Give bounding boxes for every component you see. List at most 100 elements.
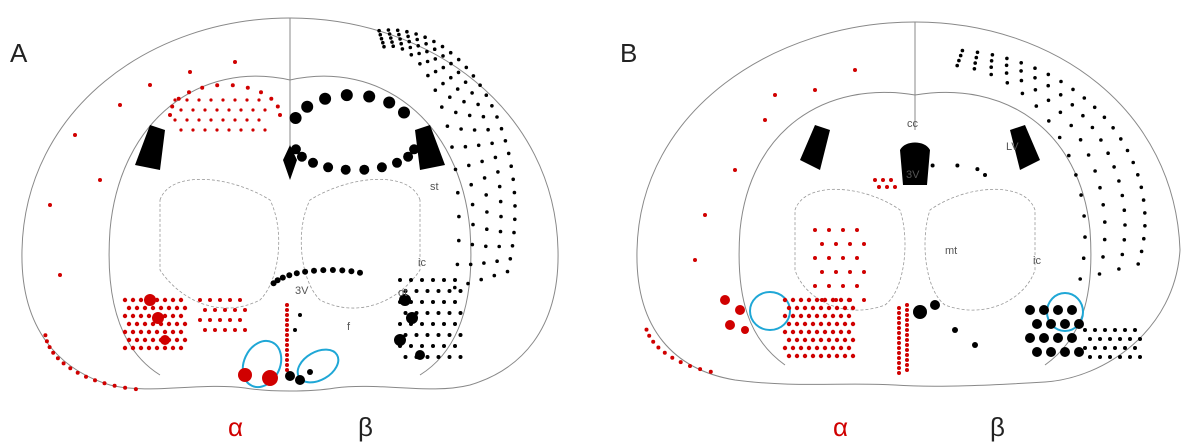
cell-dot [163, 346, 167, 350]
cell-dot [127, 338, 131, 342]
cell-dot [453, 344, 457, 348]
cell-dot [1074, 347, 1084, 357]
cell-dot [239, 128, 242, 131]
cell-dot [434, 70, 438, 74]
cell-dot [311, 268, 317, 274]
cell-dot [188, 70, 192, 74]
cell-dot [239, 108, 242, 111]
cell-dot [815, 298, 819, 302]
cell-dot [84, 375, 88, 379]
region-label: ic [418, 257, 426, 269]
cell-dot [398, 278, 402, 282]
cell-dot [48, 203, 52, 207]
cell-dot [1047, 99, 1051, 103]
cell-dot [862, 270, 866, 274]
cell-dot [437, 311, 441, 315]
cell-dot [897, 306, 901, 310]
cell-dot [1101, 203, 1105, 207]
cell-dot [93, 378, 97, 382]
cell-dot [139, 330, 143, 334]
cell-dot [709, 370, 713, 374]
cell-dot [459, 127, 463, 131]
cell-dot [409, 144, 419, 154]
cell-dot [835, 306, 839, 310]
cell-dot [1111, 126, 1115, 130]
cell-dot [1128, 355, 1132, 359]
cell-dot [404, 311, 408, 315]
region-label: 3V [906, 169, 920, 181]
cell-dot [851, 338, 855, 342]
cell-dot [185, 118, 188, 121]
cell-dot [405, 30, 409, 34]
cell-dot [203, 128, 206, 131]
panel-label: A [10, 38, 28, 68]
cell-dot [847, 314, 851, 318]
cell-dot [123, 314, 127, 318]
cell-dot [1123, 223, 1127, 227]
cell-dot [307, 369, 313, 375]
cell-dot [1067, 154, 1071, 158]
cell-dot [831, 346, 835, 350]
cell-dot [1082, 214, 1086, 218]
cell-dot [415, 333, 419, 337]
cell-dot [406, 312, 418, 324]
cell-dot [485, 210, 489, 214]
cell-dot [1118, 355, 1122, 359]
cell-dot [799, 314, 803, 318]
cell-dot [297, 152, 307, 162]
cell-dot [1140, 250, 1144, 254]
cell-dot [1088, 355, 1092, 359]
cell-dot [456, 87, 460, 91]
cell-dot [1025, 333, 1035, 343]
cell-dot [839, 330, 843, 334]
cell-dot [457, 239, 461, 243]
cell-dot [415, 38, 419, 42]
region-label: mt [945, 245, 957, 257]
cell-dot [1059, 80, 1063, 84]
cell-dot [454, 168, 458, 172]
cell-dot [827, 284, 831, 288]
cell-dot [432, 40, 436, 44]
cell-dot [185, 98, 188, 101]
cell-dot [1059, 111, 1063, 115]
cell-dot [477, 144, 481, 148]
cell-dot [1103, 116, 1107, 120]
cell-dot [227, 128, 230, 131]
cell-dot [1058, 136, 1062, 140]
cell-dot [426, 311, 430, 315]
cell-dot [425, 50, 429, 54]
cell-dot [1133, 328, 1137, 332]
cell-dot [1108, 355, 1112, 359]
cell-dot [1088, 337, 1092, 341]
cell-dot [456, 263, 460, 267]
cell-dot [380, 37, 384, 41]
cell-dot [803, 338, 807, 342]
cell-dot [1143, 224, 1147, 228]
cell-dot [471, 223, 475, 227]
cell-dot [1083, 328, 1087, 332]
cell-dot [418, 62, 422, 66]
cell-dot [897, 336, 901, 340]
cell-dot [420, 300, 424, 304]
cell-dot [457, 71, 461, 75]
cell-dot [1046, 84, 1050, 88]
cell-dot [392, 158, 402, 168]
region-label: st [430, 181, 439, 193]
cell-dot [285, 318, 289, 322]
cell-dot [442, 344, 446, 348]
cell-dot [251, 108, 254, 111]
cell-dot [897, 351, 901, 355]
panel-a [22, 18, 558, 393]
cell-dot [720, 295, 730, 305]
cell-dot [103, 381, 107, 385]
cell-dot [819, 338, 823, 342]
cell-dot [847, 346, 851, 350]
cell-dot [286, 272, 292, 278]
cell-dot [43, 333, 47, 337]
cell-dot [320, 267, 326, 273]
cell-dot [815, 330, 819, 334]
cell-dot [499, 215, 503, 219]
cell-dot [416, 44, 420, 48]
cell-dot [424, 42, 428, 46]
cell-dot [441, 54, 445, 58]
